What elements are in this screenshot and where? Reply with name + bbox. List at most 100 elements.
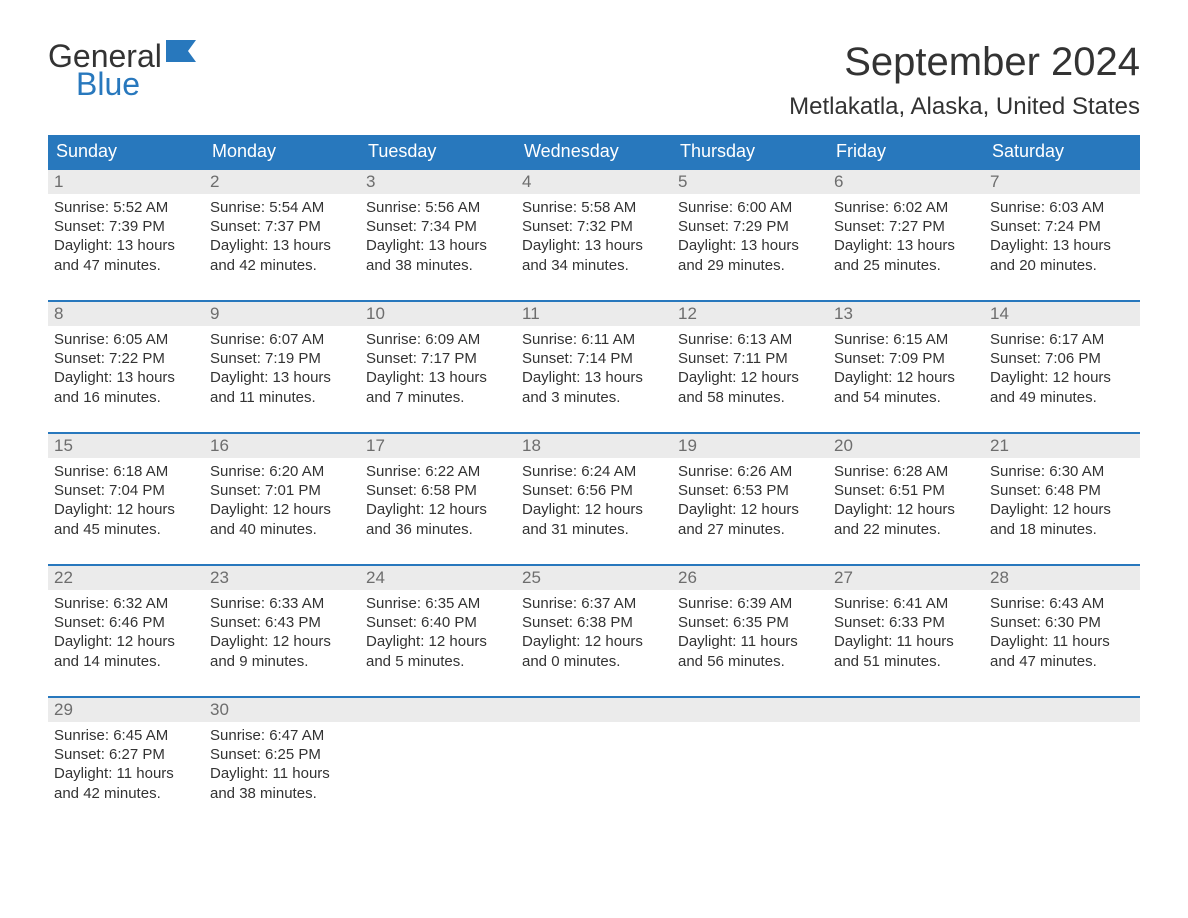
day-sunrise: Sunrise: 6:47 AM bbox=[210, 726, 354, 745]
day-body: Sunrise: 6:03 AMSunset: 7:24 PMDaylight:… bbox=[984, 194, 1140, 281]
day-day2: and 27 minutes. bbox=[678, 520, 822, 539]
day-day2: and 56 minutes. bbox=[678, 652, 822, 671]
day-sunset: Sunset: 7:01 PM bbox=[210, 481, 354, 500]
day-day2: and 58 minutes. bbox=[678, 388, 822, 407]
day-day2: and 47 minutes. bbox=[54, 256, 198, 275]
calendar-cell bbox=[672, 696, 828, 828]
day-number: 11 bbox=[516, 300, 672, 326]
day-day1: Daylight: 12 hours bbox=[990, 500, 1134, 519]
day-day1: Daylight: 11 hours bbox=[834, 632, 978, 651]
day-day2: and 5 minutes. bbox=[366, 652, 510, 671]
day-number: 19 bbox=[672, 432, 828, 458]
day-day2: and 42 minutes. bbox=[54, 784, 198, 803]
calendar-cell: 1Sunrise: 5:52 AMSunset: 7:39 PMDaylight… bbox=[48, 168, 204, 300]
calendar-cell: 21Sunrise: 6:30 AMSunset: 6:48 PMDayligh… bbox=[984, 432, 1140, 564]
day-sunrise: Sunrise: 6:45 AM bbox=[54, 726, 198, 745]
day-day1: Daylight: 11 hours bbox=[54, 764, 198, 783]
day-day1: Daylight: 13 hours bbox=[678, 236, 822, 255]
day-day1: Daylight: 11 hours bbox=[210, 764, 354, 783]
day-day2: and 0 minutes. bbox=[522, 652, 666, 671]
day-body: Sunrise: 6:28 AMSunset: 6:51 PMDaylight:… bbox=[828, 458, 984, 545]
day-number: 12 bbox=[672, 300, 828, 326]
day-number: 29 bbox=[48, 696, 204, 722]
day-sunset: Sunset: 6:35 PM bbox=[678, 613, 822, 632]
day-day2: and 9 minutes. bbox=[210, 652, 354, 671]
empty-day-header bbox=[828, 696, 984, 722]
day-sunset: Sunset: 6:56 PM bbox=[522, 481, 666, 500]
day-day1: Daylight: 12 hours bbox=[834, 500, 978, 519]
day-body: Sunrise: 6:32 AMSunset: 6:46 PMDaylight:… bbox=[48, 590, 204, 677]
calendar-cell: 18Sunrise: 6:24 AMSunset: 6:56 PMDayligh… bbox=[516, 432, 672, 564]
day-sunrise: Sunrise: 6:39 AM bbox=[678, 594, 822, 613]
day-number: 16 bbox=[204, 432, 360, 458]
day-number: 18 bbox=[516, 432, 672, 458]
calendar-cell: 24Sunrise: 6:35 AMSunset: 6:40 PMDayligh… bbox=[360, 564, 516, 696]
calendar-cell: 15Sunrise: 6:18 AMSunset: 7:04 PMDayligh… bbox=[48, 432, 204, 564]
day-body: Sunrise: 6:43 AMSunset: 6:30 PMDaylight:… bbox=[984, 590, 1140, 677]
day-number: 1 bbox=[48, 168, 204, 194]
day-day2: and 22 minutes. bbox=[834, 520, 978, 539]
day-day1: Daylight: 13 hours bbox=[834, 236, 978, 255]
day-sunrise: Sunrise: 6:33 AM bbox=[210, 594, 354, 613]
day-sunrise: Sunrise: 6:17 AM bbox=[990, 330, 1134, 349]
location: Metlakatla, Alaska, United States bbox=[789, 93, 1140, 121]
day-body: Sunrise: 6:05 AMSunset: 7:22 PMDaylight:… bbox=[48, 326, 204, 413]
day-sunset: Sunset: 7:32 PM bbox=[522, 217, 666, 236]
day-day2: and 29 minutes. bbox=[678, 256, 822, 275]
day-day1: Daylight: 12 hours bbox=[366, 500, 510, 519]
calendar-cell: 27Sunrise: 6:41 AMSunset: 6:33 PMDayligh… bbox=[828, 564, 984, 696]
calendar-row: 1 Sunrise: 5:52 AMSunset: 7:39 PM Daylight… bbox=[48, 168, 1140, 300]
day-day2: and 34 minutes. bbox=[522, 256, 666, 275]
day-sunset: Sunset: 6:51 PM bbox=[834, 481, 978, 500]
day-day2: and 51 minutes. bbox=[834, 652, 978, 671]
day-sunrise: Sunrise: 5:52 AM bbox=[54, 198, 198, 217]
calendar-cell: 9Sunrise: 6:07 AMSunset: 7:19 PMDaylight… bbox=[204, 300, 360, 432]
calendar-cell: 28Sunrise: 6:43 AMSunset: 6:30 PMDayligh… bbox=[984, 564, 1140, 696]
day-day2: and 47 minutes. bbox=[990, 652, 1134, 671]
calendar-cell: 17Sunrise: 6:22 AMSunset: 6:58 PMDayligh… bbox=[360, 432, 516, 564]
month-title: September 2024 bbox=[789, 40, 1140, 85]
day-sunset: Sunset: 7:17 PM bbox=[366, 349, 510, 368]
calendar-cell: 19Sunrise: 6:26 AMSunset: 6:53 PMDayligh… bbox=[672, 432, 828, 564]
calendar-cell: 14Sunrise: 6:17 AMSunset: 7:06 PMDayligh… bbox=[984, 300, 1140, 432]
day-day1: Daylight: 13 hours bbox=[210, 368, 354, 387]
day-sunset: Sunset: 7:09 PM bbox=[834, 349, 978, 368]
calendar-cell: 30Sunrise: 6:47 AMSunset: 6:25 PMDayligh… bbox=[204, 696, 360, 828]
day-number: 7 bbox=[984, 168, 1140, 194]
calendar-cell: 23Sunrise: 6:33 AMSunset: 6:43 PMDayligh… bbox=[204, 564, 360, 696]
day-sunrise: Sunrise: 6:13 AM bbox=[678, 330, 822, 349]
day-sunset: Sunset: 7:37 PM bbox=[210, 217, 354, 236]
weekday-header: Wednesday bbox=[516, 135, 672, 168]
calendar-cell: 11Sunrise: 6:11 AMSunset: 7:14 PMDayligh… bbox=[516, 300, 672, 432]
day-sunrise: Sunrise: 6:03 AM bbox=[990, 198, 1134, 217]
day-day1: Daylight: 12 hours bbox=[522, 632, 666, 651]
day-day2: and 3 minutes. bbox=[522, 388, 666, 407]
day-number: 24 bbox=[360, 564, 516, 590]
day-day1: Daylight: 13 hours bbox=[210, 236, 354, 255]
weekday-header: Saturday bbox=[984, 135, 1140, 168]
day-number: 4 bbox=[516, 168, 672, 194]
day-day1: Daylight: 11 hours bbox=[990, 632, 1134, 651]
day-day1: Daylight: 12 hours bbox=[210, 632, 354, 651]
day-body: Sunrise: 6:07 AMSunset: 7:19 PMDaylight:… bbox=[204, 326, 360, 413]
day-sunset: Sunset: 7:14 PM bbox=[522, 349, 666, 368]
day-sunrise: Sunrise: 6:09 AM bbox=[366, 330, 510, 349]
day-day2: and 11 minutes. bbox=[210, 388, 354, 407]
day-sunset: Sunset: 7:39 PM bbox=[54, 217, 198, 236]
day-body: Sunrise: 6:20 AMSunset: 7:01 PMDaylight:… bbox=[204, 458, 360, 545]
day-sunrise: Sunrise: 6:00 AM bbox=[678, 198, 822, 217]
weekday-header: Tuesday bbox=[360, 135, 516, 168]
calendar-row: 8Sunrise: 6:05 AMSunset: 7:22 PMDaylight… bbox=[48, 300, 1140, 432]
day-number: 30 bbox=[204, 696, 360, 722]
day-sunrise: Sunrise: 6:07 AM bbox=[210, 330, 354, 349]
day-body: Sunrise: 6:33 AMSunset: 6:43 PMDaylight:… bbox=[204, 590, 360, 677]
day-sunrise: Sunrise: 6:05 AM bbox=[54, 330, 198, 349]
day-sunset: Sunset: 6:27 PM bbox=[54, 745, 198, 764]
day-body: Sunrise: 6:15 AMSunset: 7:09 PMDaylight:… bbox=[828, 326, 984, 413]
empty-day-header bbox=[672, 696, 828, 722]
day-sunrise: Sunrise: 6:37 AM bbox=[522, 594, 666, 613]
day-body: Sunrise: 6:00 AMSunset: 7:29 PMDaylight:… bbox=[672, 194, 828, 281]
day-day2: and 20 minutes. bbox=[990, 256, 1134, 275]
day-sunrise: Sunrise: 6:24 AM bbox=[522, 462, 666, 481]
day-sunset: Sunset: 6:30 PM bbox=[990, 613, 1134, 632]
